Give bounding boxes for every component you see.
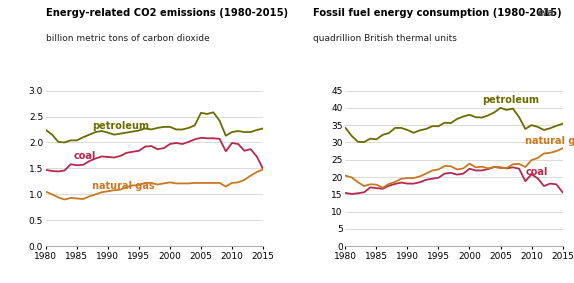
Text: eia: eia — [537, 8, 554, 18]
Text: coal: coal — [525, 167, 548, 177]
Text: Fossil fuel energy consumption (1980-2015): Fossil fuel energy consumption (1980-201… — [313, 8, 561, 18]
Text: natural gas: natural gas — [92, 181, 155, 191]
Text: natural gas: natural gas — [525, 136, 574, 146]
Text: quadrillion British thermal units: quadrillion British thermal units — [313, 34, 457, 43]
Text: billion metric tons of carbon dioxide: billion metric tons of carbon dioxide — [46, 34, 210, 43]
Text: coal: coal — [74, 151, 96, 161]
Text: Energy-related CO2 emissions (1980-2015): Energy-related CO2 emissions (1980-2015) — [46, 8, 288, 18]
Text: petroleum: petroleum — [482, 95, 539, 105]
Text: petroleum: petroleum — [92, 121, 149, 131]
